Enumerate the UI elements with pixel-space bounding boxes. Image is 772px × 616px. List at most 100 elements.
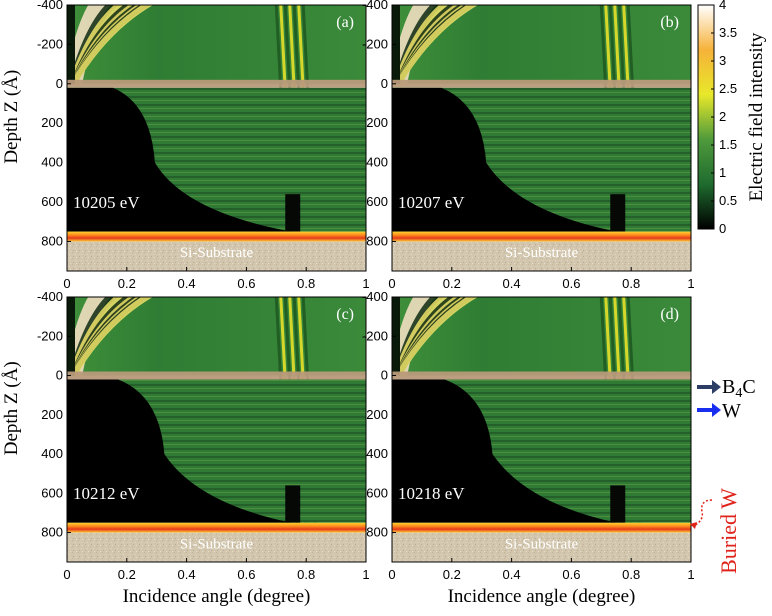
buried-w-layer	[67, 231, 366, 242]
panel-frame	[66, 296, 367, 563]
buried-w-arrow-icon	[693, 499, 713, 527]
y-tick-label: 200	[41, 115, 63, 130]
standing-wave-arc	[70, 5, 154, 86]
colorbar-tick-label: 3	[719, 53, 726, 68]
colorbar-tick-label: 1	[719, 165, 726, 180]
y-tick-label: -200	[362, 36, 388, 51]
substrate-label: Si-Substrate	[505, 245, 579, 261]
panel-c: (c) 10212 eV Si-Substrate -400 -200 0 200 400 60…	[1, 289, 370, 607]
b4c-interface	[392, 79, 691, 88]
y-tick-label: 600	[366, 194, 388, 209]
y-tick-label: 0	[381, 368, 388, 383]
x-tick-label: 1	[687, 567, 694, 582]
x-tick-label: 0.2	[443, 567, 461, 582]
total-reflection-region	[67, 87, 292, 232]
standing-wave-arc	[395, 297, 478, 378]
substrate-label: Si-Substrate	[505, 536, 579, 552]
si-substrate	[67, 532, 366, 562]
b4c-interface	[392, 371, 691, 380]
x-tick-label: 0.2	[118, 276, 136, 291]
y-tick-label: -200	[362, 328, 388, 343]
x-tick-label: 0	[63, 567, 70, 582]
b4c-interface	[67, 79, 366, 88]
panel-label: (a)	[336, 14, 354, 31]
y-tick-label: 600	[41, 194, 63, 209]
panel-d: (d) 10218 eV Si-Substrate -400 -200 0 200 400 60…	[362, 289, 695, 607]
panel-label: (c)	[336, 306, 354, 323]
y-axis-title: Depth Z (Å)	[1, 361, 22, 455]
substrate-label: Si-Substrate	[180, 245, 254, 261]
y-tick-label: 200	[366, 407, 388, 422]
colorbar-tick-label: 2.5	[719, 81, 737, 96]
x-tick-label: 1	[362, 567, 369, 582]
x-tick-label: 0.6	[237, 567, 255, 582]
y-axis-title: Depth Z (Å)	[1, 70, 22, 164]
x-tick-label: 0	[388, 276, 395, 291]
x-tick-label: 1	[687, 276, 694, 291]
y-tick-label: 600	[366, 485, 388, 500]
b4c-arrow-icon	[697, 380, 721, 394]
y-tick-label: 200	[41, 407, 63, 422]
b4c-tail: C	[742, 376, 755, 398]
heatmap-area	[67, 297, 366, 562]
x-tick-label: 0	[388, 567, 395, 582]
b4c-interface	[67, 371, 366, 380]
y-tick-label: 400	[366, 446, 388, 461]
x-axis-title: Incidence angle (degree)	[448, 586, 636, 607]
energy-label: 10207 eV	[398, 193, 465, 212]
total-reflection-region	[392, 379, 617, 523]
absorption-notch	[610, 485, 626, 523]
b4c-main: B	[722, 376, 735, 398]
x-tick-label: 0.8	[297, 276, 315, 291]
si-substrate	[392, 241, 691, 271]
buried-w-layer	[67, 522, 366, 533]
buried-w-layer	[392, 522, 691, 533]
y-tick-label: -400	[362, 0, 388, 12]
y-tick-label: 0	[56, 76, 63, 91]
panel-a: (a) 10205 eV Si-Substrate -400 -200 0 200 400 60…	[1, 0, 370, 291]
x-tick-label: 1	[362, 276, 369, 291]
buried-w-layer	[392, 231, 691, 242]
y-tick-label: 200	[366, 115, 388, 130]
colorbar-tick-label: 2	[719, 109, 726, 124]
absorption-notch	[285, 194, 301, 232]
y-tick-label: 0	[381, 76, 388, 91]
y-tick-label: 600	[41, 485, 63, 500]
panel-label: (d)	[660, 306, 679, 323]
y-tick-label: 400	[41, 446, 63, 461]
buried-w-arrowhead-icon	[690, 522, 697, 529]
y-tick-label: 400	[366, 155, 388, 170]
energy-label: 10212 eV	[73, 484, 140, 503]
x-axis-title: Incidence angle (degree)	[123, 586, 311, 607]
w-arrow-icon	[697, 403, 721, 417]
energy-label: 10218 eV	[398, 484, 465, 503]
colorbar-tick-label: 1.5	[719, 137, 737, 152]
total-reflection-region	[67, 379, 292, 523]
y-tick-label: -400	[37, 289, 63, 304]
y-tick-label: -200	[37, 36, 63, 51]
y-tick-label: 800	[41, 233, 63, 248]
colorbar-tick-label: 3.5	[719, 25, 737, 40]
si-substrate	[67, 241, 366, 271]
si-substrate	[392, 532, 691, 562]
w-label: W	[722, 400, 741, 422]
standing-wave-arc	[70, 297, 153, 378]
panel-b: (b) 10207 eV Si-Substrate -400 -200 0 200 400 60…	[362, 0, 695, 291]
y-tick-label: 800	[41, 525, 63, 540]
b4c-label: B4C	[722, 376, 756, 401]
x-tick-label: 0.4	[178, 276, 196, 291]
heatmap-area	[392, 297, 691, 562]
y-tick-label: -400	[37, 0, 63, 12]
colorbar-tick-label: 0.5	[719, 193, 737, 208]
b4c-subscript: 4	[735, 386, 742, 401]
heatmap-area	[392, 5, 691, 271]
x-tick-label: 0.2	[443, 276, 461, 291]
x-tick-label: 0.6	[562, 276, 580, 291]
standing-wave-arc	[395, 5, 479, 86]
x-tick-label: 0	[63, 276, 70, 291]
x-tick-label: 0.4	[178, 567, 196, 582]
colorbar-tick-label: 4	[719, 0, 726, 12]
x-tick-label: 0.8	[297, 567, 315, 582]
